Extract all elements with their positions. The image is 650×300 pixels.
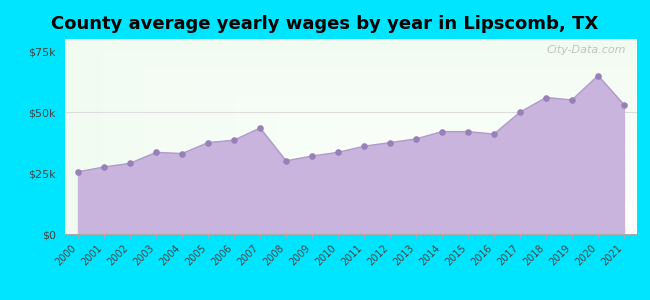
Point [385, 140, 395, 145]
Point [333, 150, 343, 155]
Point [463, 129, 473, 134]
Point [229, 138, 239, 142]
Point [411, 136, 421, 141]
Point [151, 150, 161, 155]
Point [99, 165, 109, 170]
Point [515, 110, 525, 115]
Point [489, 132, 499, 136]
Point [255, 126, 265, 130]
Point [359, 144, 369, 148]
Point [203, 140, 213, 145]
Point [541, 95, 551, 100]
Text: City-Data.com: City-Data.com [546, 45, 625, 55]
Point [619, 102, 629, 107]
Point [125, 161, 135, 166]
Point [281, 158, 291, 163]
Point [437, 129, 447, 134]
Text: County average yearly wages by year in Lipscomb, TX: County average yearly wages by year in L… [51, 15, 599, 33]
Point [567, 98, 577, 102]
Point [593, 73, 603, 78]
Point [307, 154, 317, 158]
Point [73, 169, 83, 174]
Point [177, 151, 187, 156]
